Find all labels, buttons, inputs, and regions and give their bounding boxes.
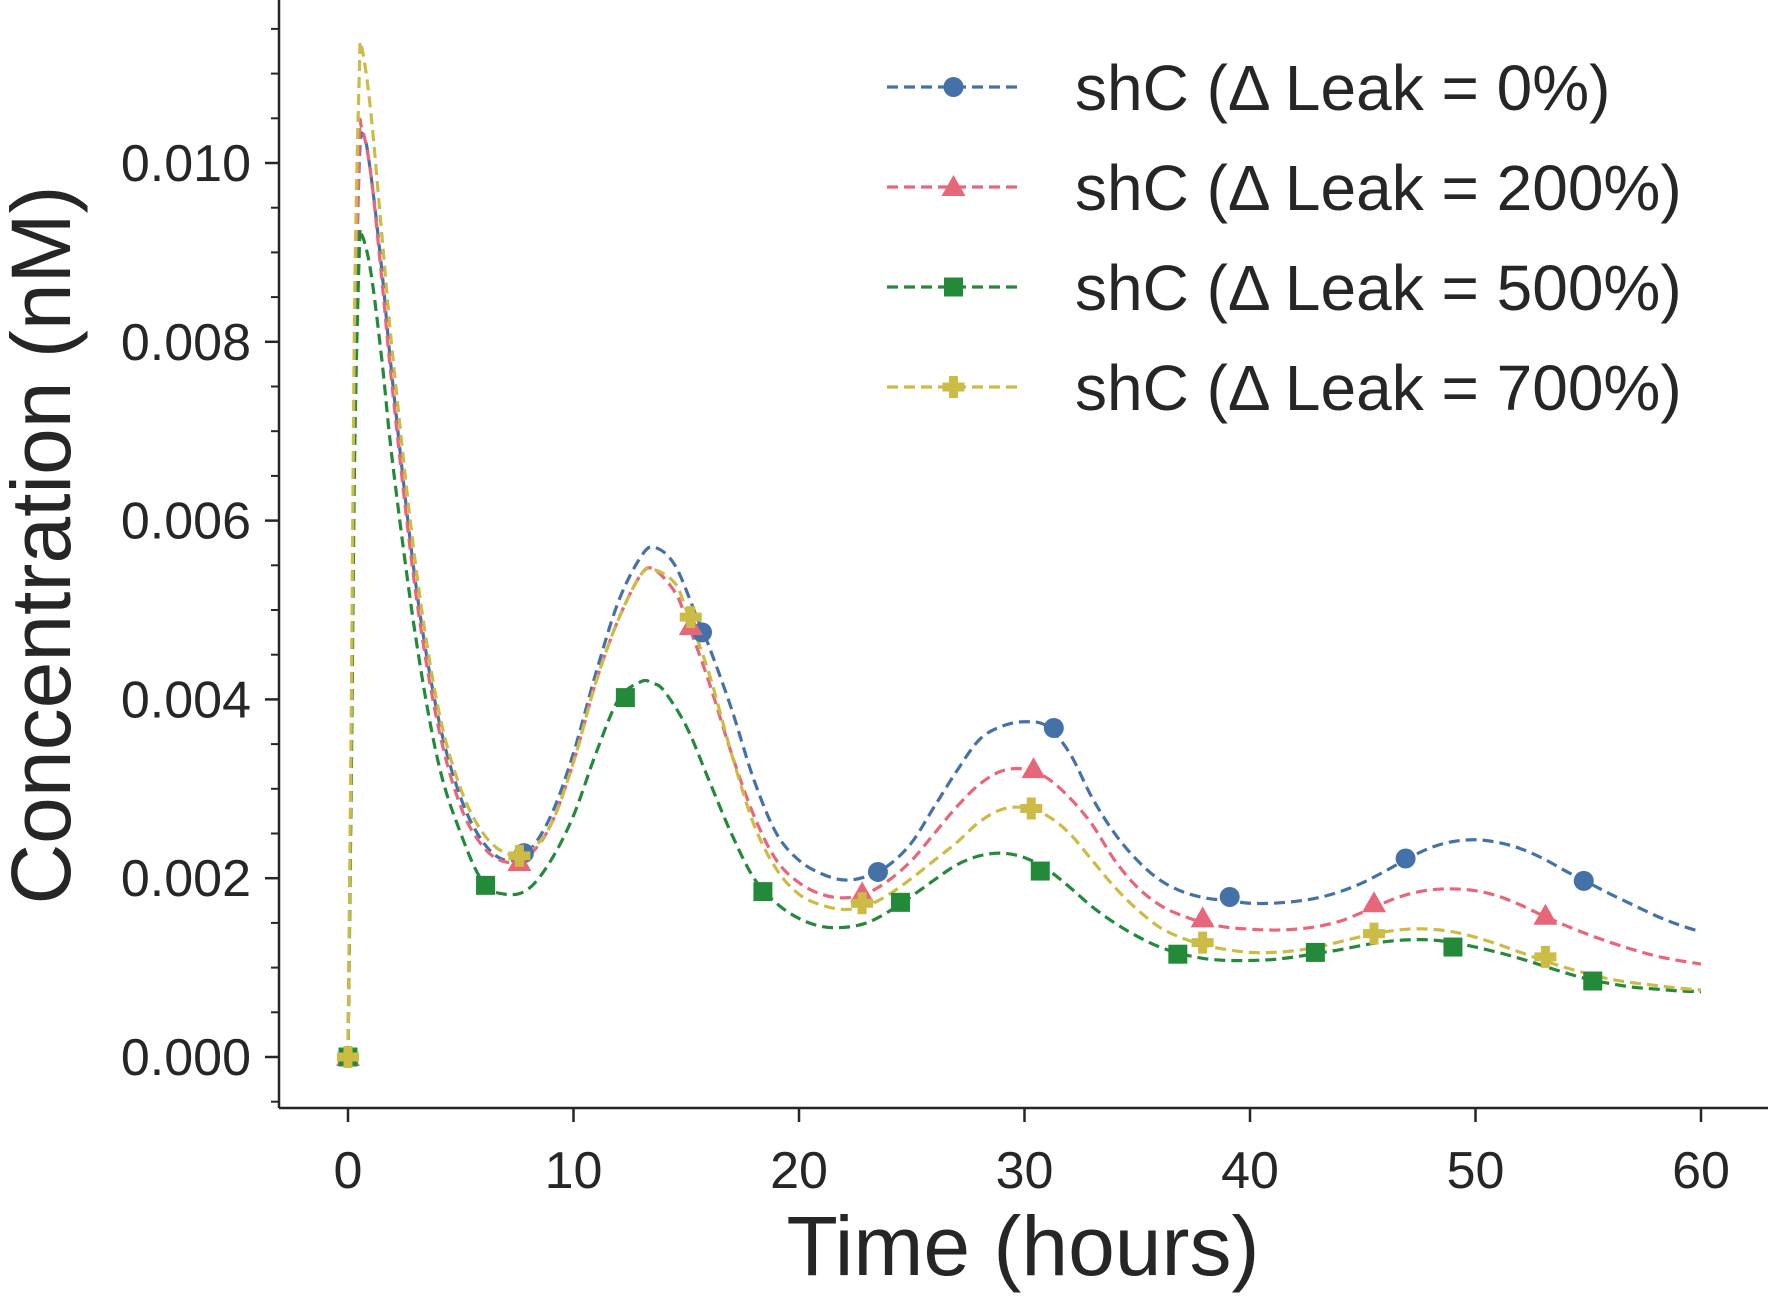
circle-marker [1573, 870, 1594, 891]
x-tick-label: 50 [1447, 1142, 1505, 1200]
square-marker [753, 882, 773, 902]
square-marker [1443, 937, 1463, 957]
x-tick-label: 0 [334, 1142, 363, 1200]
plus-marker [851, 892, 874, 915]
axis-ticks: 0 10 20 30 40 50 60 0.000 0.002 0.004 0.006 0.008 0.… [121, 27, 1730, 1200]
triangle-marker [1190, 906, 1215, 928]
triangle-marker [1362, 891, 1387, 913]
square-marker [944, 277, 963, 297]
plus-marker [942, 376, 965, 398]
series-line [346, 227, 1702, 1058]
square-marker [1305, 942, 1325, 962]
series-line [346, 117, 1702, 1058]
y-tick-label: 0.004 [121, 671, 251, 729]
y-tick-label: 0.002 [121, 850, 251, 908]
y-tick-label: 0.010 [121, 135, 251, 193]
x-tick-label: 40 [1221, 1142, 1279, 1200]
square-marker [1030, 861, 1050, 881]
y-tick-label: 0.008 [121, 314, 251, 372]
triangle-marker [1533, 903, 1558, 925]
legend-label: shC (Δ Leak = 0%) [1075, 52, 1610, 124]
square-marker [615, 688, 635, 708]
y-tick-label: 0.000 [121, 1029, 251, 1087]
plus-marker [1020, 797, 1043, 820]
square-marker [890, 892, 910, 912]
y-axis-title: Concentration (nM) [0, 186, 88, 905]
series-lines [346, 40, 1702, 1058]
square-marker [1583, 971, 1603, 991]
square-marker [1168, 944, 1188, 964]
y-tick-label: 0.006 [121, 493, 251, 551]
triangle-marker [850, 881, 875, 903]
legend: shC (Δ Leak = 0%) shC (Δ Leak = 200%) shC … [887, 52, 1682, 424]
plus-marker [508, 844, 531, 867]
x-axis-title: Time (hours) [787, 1199, 1260, 1293]
plus-marker [337, 1046, 359, 1068]
square-marker [476, 875, 496, 895]
circle-marker [943, 77, 964, 97]
legend-label: shC (Δ Leak = 700%) [1075, 352, 1682, 424]
plus-marker [1534, 945, 1557, 968]
plus-marker [679, 606, 702, 629]
triangle-marker [1021, 757, 1046, 779]
plus-marker [1363, 922, 1386, 945]
x-tick-label: 60 [1672, 1142, 1730, 1200]
x-tick-label: 10 [545, 1142, 603, 1200]
circle-marker [1395, 848, 1416, 869]
legend-label: shC (Δ Leak = 200%) [1075, 152, 1682, 224]
circle-marker [867, 861, 888, 882]
x-tick-label: 20 [770, 1142, 828, 1200]
circle-marker [1219, 886, 1240, 907]
x-tick-label: 30 [996, 1142, 1054, 1200]
circle-marker [1043, 718, 1064, 739]
series-line [346, 40, 1702, 1058]
plus-marker [1191, 931, 1214, 954]
triangle-marker [941, 175, 966, 196]
series-markers [336, 606, 1603, 1068]
legend-label: shC (Δ Leak = 500%) [1075, 252, 1682, 324]
